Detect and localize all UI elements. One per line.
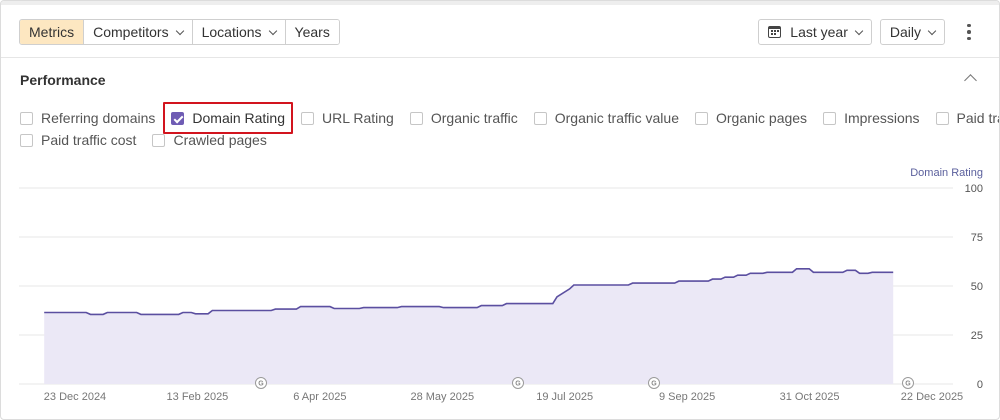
y-tick-label: 50	[971, 281, 983, 293]
y-tick-label: 25	[971, 330, 983, 342]
metric-organic-traffic-value[interactable]: Organic traffic value	[533, 110, 679, 126]
metric-organic-traffic[interactable]: Organic traffic	[409, 110, 518, 126]
chevron-down-icon	[854, 26, 864, 35]
tab-locations[interactable]: Locations	[192, 20, 286, 44]
top-border	[1, 1, 999, 5]
checkbox[interactable]	[935, 111, 949, 125]
metric-label: Impressions	[844, 110, 920, 126]
metric-label: Referring domains	[41, 110, 156, 126]
toolbar-divider	[1, 57, 999, 58]
chevron-down-icon	[927, 26, 937, 35]
svg-text:G: G	[651, 381, 657, 388]
tab-label: Years	[294, 24, 330, 40]
checkbox[interactable]	[20, 133, 33, 147]
google-update-marker[interactable]: G	[902, 377, 914, 389]
checkbox[interactable]	[533, 111, 547, 125]
x-tick-label: 22 Dec 2025	[901, 391, 963, 403]
metric-referring-domains[interactable]: Referring domains	[20, 110, 155, 126]
metric-label: Organic traffic	[430, 110, 518, 126]
metric-label: Paid traffic	[956, 110, 999, 126]
toolbar-right: Last year Daily	[758, 19, 979, 45]
checkbox[interactable]	[409, 111, 423, 125]
x-tick-label: 31 Oct 2025	[780, 391, 840, 403]
google-update-marker[interactable]: G	[512, 377, 524, 389]
metric-label: Domain Rating	[192, 110, 285, 126]
chevron-down-icon	[268, 26, 277, 35]
y-tick-label: 0	[977, 379, 983, 391]
tab-label: Competitors	[93, 24, 169, 40]
metric-crawled-pages[interactable]: Crawled pages	[152, 132, 267, 148]
google-update-marker[interactable]: G	[648, 377, 660, 389]
x-tick-label: 9 Sep 2025	[659, 391, 715, 403]
date-range-label: Last year	[790, 24, 848, 40]
section-title: Performance	[20, 72, 106, 88]
metric-label: URL Rating	[322, 110, 394, 126]
metric-row-1: Referring domains Domain Rating URL Rati…	[20, 102, 999, 134]
x-tick-label: 6 Apr 2025	[293, 391, 346, 403]
checkbox[interactable]	[152, 133, 166, 147]
kebab-menu-icon[interactable]	[959, 19, 979, 45]
domain-rating-chart: 0 25 50 75 100 23 Dec 2024 13 Feb 2025 6 Apr 2…	[19, 167, 983, 403]
metric-row-2: Paid traffic cost Crawled pages	[20, 132, 283, 148]
metric-label: Paid traffic cost	[41, 132, 137, 148]
checkbox[interactable]	[695, 111, 708, 125]
google-update-marker[interactable]: G	[255, 377, 267, 389]
tab-years[interactable]: Years	[285, 20, 339, 44]
svg-text:G: G	[515, 381, 521, 388]
x-axis-ticks: 23 Dec 2024 13 Feb 2025 6 Apr 2025 28 May 2…	[44, 391, 963, 403]
x-tick-label: 13 Feb 2025	[167, 391, 229, 403]
x-tick-label: 28 May 2025	[410, 391, 474, 403]
chevron-up-icon[interactable]	[964, 74, 977, 87]
calendar-icon	[768, 26, 782, 38]
metric-paid-traffic-cost[interactable]: Paid traffic cost	[20, 132, 136, 148]
tab-label: Metrics	[29, 24, 75, 40]
chevron-down-icon	[175, 26, 184, 35]
metric-paid-traffic[interactable]: Paid traffic	[935, 110, 999, 126]
checkbox[interactable]	[20, 111, 33, 125]
metric-domain-rating[interactable]: Domain Rating	[163, 102, 293, 134]
metric-url-rating[interactable]: URL Rating	[301, 110, 394, 126]
view-tabs: Metrics Competitors Locations Years	[19, 19, 340, 45]
checkbox[interactable]	[301, 111, 314, 125]
metric-label: Organic traffic value	[554, 110, 679, 126]
tab-competitors[interactable]: Competitors	[84, 20, 193, 44]
y-axis-ticks: 0 25 50 75 100	[965, 183, 983, 391]
x-tick-label: 19 Jul 2025	[536, 391, 593, 403]
date-range-dropdown[interactable]: Last year	[758, 19, 872, 45]
y-tick-label: 100	[965, 183, 983, 195]
svg-text:G: G	[905, 381, 911, 388]
metric-impressions[interactable]: Impressions	[823, 110, 920, 126]
checkbox-checked[interactable]	[171, 111, 185, 125]
checkbox[interactable]	[823, 111, 837, 125]
interval-label: Daily	[889, 24, 921, 40]
metric-organic-pages[interactable]: Organic pages	[695, 110, 807, 126]
series-line	[44, 268, 894, 316]
tab-label: Locations	[201, 24, 262, 40]
y-tick-label: 75	[971, 232, 983, 244]
y-axis-title: Domain Rating	[910, 167, 983, 179]
svg-text:G: G	[258, 381, 264, 388]
series-area	[44, 268, 894, 384]
x-tick-label: 23 Dec 2024	[44, 391, 106, 403]
interval-dropdown[interactable]: Daily	[879, 19, 945, 45]
metric-label: Organic pages	[716, 110, 808, 126]
metric-label: Crawled pages	[173, 132, 267, 148]
tab-metrics[interactable]: Metrics	[20, 20, 85, 44]
